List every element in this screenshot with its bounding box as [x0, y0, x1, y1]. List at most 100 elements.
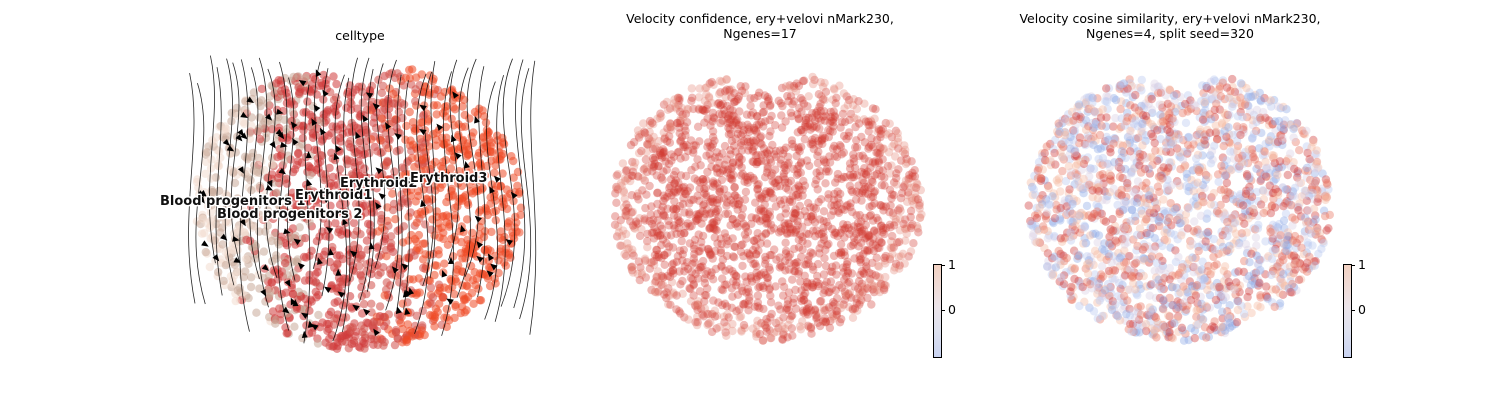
data-point [707, 98, 716, 108]
data-point [1286, 120, 1296, 129]
data-point [1058, 118, 1067, 128]
data-point [612, 232, 622, 241]
data-point [855, 270, 865, 280]
data-point [1066, 132, 1075, 142]
data-point [1123, 285, 1133, 294]
data-point [782, 303, 792, 313]
data-point [1221, 194, 1231, 204]
data-point [839, 172, 849, 182]
data-point [622, 200, 631, 209]
data-point [654, 287, 663, 296]
data-point [870, 159, 880, 168]
data-point [885, 220, 895, 229]
data-point [630, 137, 639, 147]
data-point [674, 178, 683, 187]
data-point [248, 223, 257, 232]
data-point [1275, 131, 1285, 140]
data-point [872, 148, 881, 157]
data-point [652, 142, 662, 152]
data-point [1081, 238, 1091, 248]
data-point [426, 168, 435, 177]
data-point [727, 164, 736, 174]
data-point [821, 179, 830, 188]
data-point [419, 263, 428, 273]
data-point [1189, 268, 1198, 277]
data-point [649, 260, 659, 270]
data-point [821, 112, 831, 121]
data-point [690, 249, 699, 259]
data-point [1220, 126, 1229, 136]
data-point [777, 200, 786, 209]
data-point [809, 265, 818, 274]
data-point [1276, 104, 1285, 113]
data-point [678, 256, 687, 265]
data-point [902, 154, 911, 164]
data-point [457, 122, 466, 132]
data-point [801, 122, 810, 132]
colorbar-gradient [933, 264, 942, 358]
data-point [1216, 200, 1225, 210]
data-point [1048, 271, 1058, 280]
data-point [694, 105, 704, 114]
data-point [768, 140, 777, 150]
data-point [717, 261, 726, 270]
data-point [828, 262, 837, 271]
data-point [872, 213, 881, 223]
velocity-arrow [201, 240, 209, 247]
data-point [1094, 154, 1103, 164]
data-point [1138, 245, 1147, 254]
data-point [795, 185, 804, 194]
data-point [1125, 304, 1134, 314]
velocity-arrow [419, 104, 427, 112]
data-point [844, 223, 853, 233]
data-point [1253, 301, 1262, 310]
data-point [1155, 252, 1164, 261]
data-point [401, 73, 410, 83]
data-point [832, 294, 842, 303]
data-point [217, 209, 227, 219]
data-point [1241, 240, 1251, 249]
data-point [832, 312, 841, 321]
data-point [774, 324, 783, 333]
data-point [845, 229, 854, 238]
data-point [877, 181, 886, 190]
data-point [658, 273, 667, 283]
data-point [301, 73, 310, 82]
data-point [691, 141, 700, 150]
data-point [1069, 292, 1078, 301]
data-point [1087, 136, 1096, 145]
data-point [877, 221, 886, 230]
data-point [1214, 288, 1223, 297]
data-point [290, 322, 299, 331]
data-point [687, 195, 696, 205]
data-point [1096, 270, 1106, 279]
data-point [1216, 238, 1225, 247]
data-point [245, 129, 254, 138]
data-point [1322, 193, 1332, 202]
data-point [868, 177, 877, 187]
data-point [1275, 198, 1284, 207]
data-point [864, 232, 873, 241]
data-point [879, 144, 889, 153]
data-point [889, 209, 898, 218]
data-point [305, 306, 314, 315]
velocity-streamlines [188, 55, 537, 344]
data-point [397, 197, 406, 206]
data-point [790, 209, 800, 219]
data-point [857, 279, 867, 288]
data-point [1265, 142, 1274, 151]
data-point [1192, 227, 1202, 236]
data-point [1286, 272, 1295, 281]
data-point [1168, 208, 1177, 217]
velocity-arrow [441, 269, 448, 278]
data-point [785, 222, 795, 232]
data-point [1266, 132, 1276, 141]
data-point [1198, 315, 1208, 324]
data-point [1196, 292, 1205, 301]
data-point [1300, 227, 1310, 236]
data-point [783, 152, 793, 162]
velocity-arrow [237, 166, 244, 174]
data-point [419, 239, 428, 248]
data-point [769, 328, 779, 337]
data-point [691, 269, 700, 279]
